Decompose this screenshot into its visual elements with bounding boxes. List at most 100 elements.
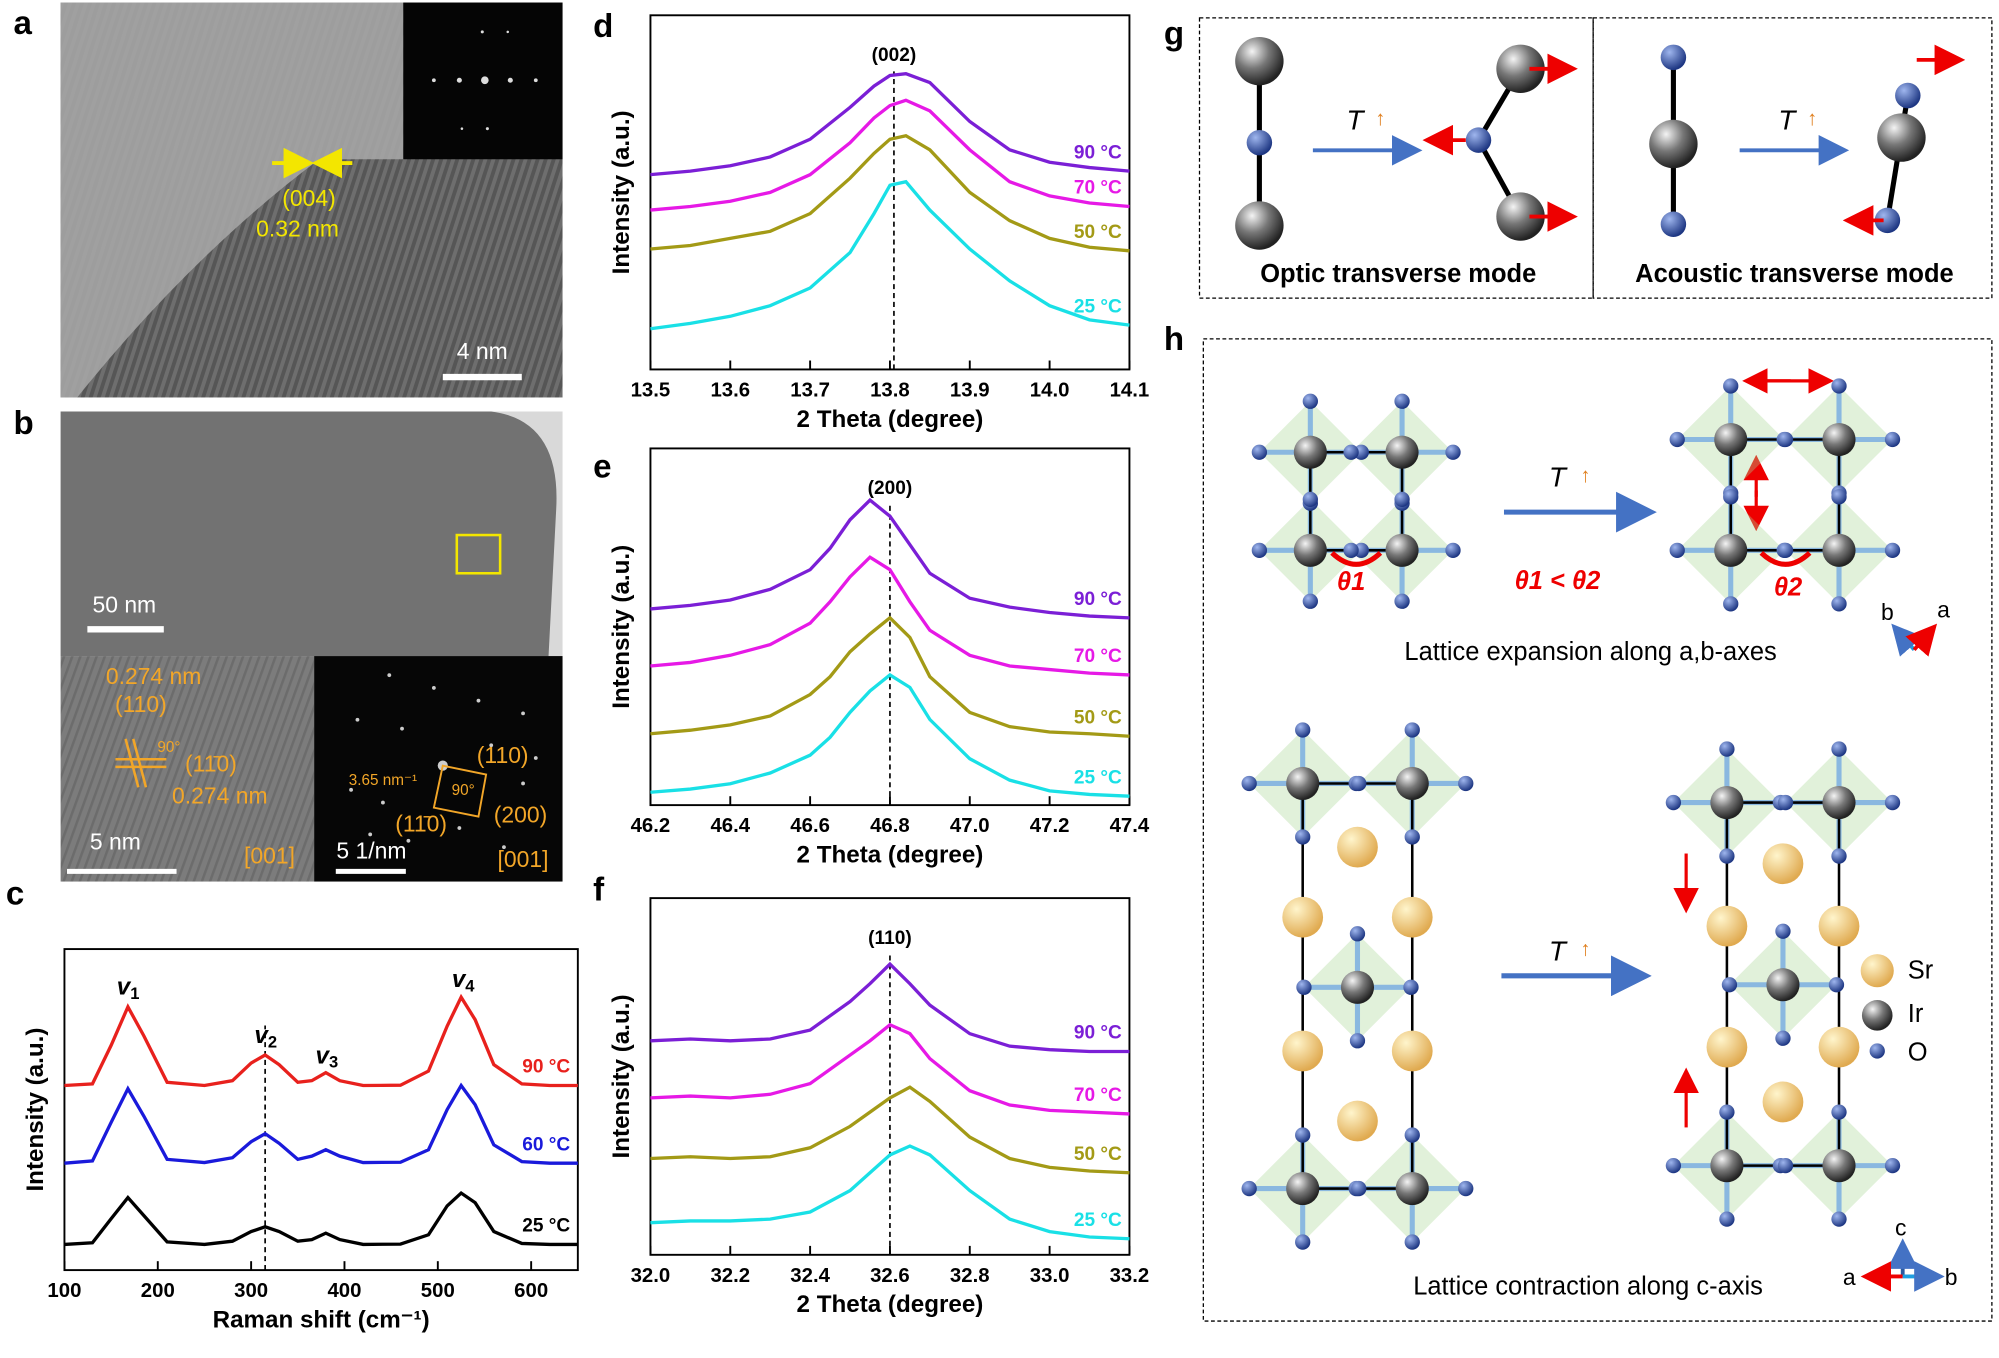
subscript: 2 bbox=[268, 1033, 277, 1052]
up-arrow: ↑ bbox=[1807, 108, 1817, 130]
ir-atom bbox=[1385, 533, 1419, 567]
o-atom bbox=[1884, 431, 1901, 448]
series-label: 50 °C bbox=[1074, 707, 1122, 728]
series-label: 25 °C bbox=[1074, 296, 1122, 317]
o-atom bbox=[1302, 593, 1318, 609]
t-label: T bbox=[1346, 105, 1365, 136]
ir-atom bbox=[1714, 422, 1748, 457]
x-tick-label: 46.8 bbox=[870, 815, 910, 837]
o-atom bbox=[1777, 542, 1794, 558]
o-atom bbox=[1241, 1180, 1257, 1197]
x-axis-label: 2 Theta (degree) bbox=[797, 841, 984, 868]
o-atom bbox=[1404, 829, 1420, 845]
o-atom bbox=[1665, 794, 1682, 811]
t-label: T bbox=[1549, 935, 1568, 966]
saed-spots bbox=[349, 673, 538, 850]
series-line bbox=[650, 179, 1130, 331]
x-tick-label: 13.9 bbox=[950, 379, 990, 401]
scale-label: 5 nm bbox=[90, 828, 141, 854]
plane-label: (110) bbox=[115, 691, 167, 717]
ir-atom bbox=[1710, 1149, 1744, 1183]
series-line bbox=[650, 497, 1130, 620]
series-label: 90 °C bbox=[1074, 1023, 1122, 1044]
o-atom bbox=[1831, 1211, 1847, 1227]
scale-label: 50 nm bbox=[92, 591, 156, 617]
up-arrow: ↑ bbox=[1580, 465, 1590, 487]
axis-label: a bbox=[1843, 1264, 1856, 1290]
series-label: 25 °C bbox=[1074, 1210, 1122, 1231]
up-arrow: ↑ bbox=[1375, 108, 1385, 130]
series-label: 70 °C bbox=[1074, 646, 1122, 667]
x-tick-label: 32.8 bbox=[950, 1265, 990, 1287]
ir-atom bbox=[1822, 1149, 1856, 1183]
spacing-label: 0.274 nm bbox=[106, 663, 202, 689]
series-label: 25 °C bbox=[1074, 767, 1122, 788]
x-tick-label: 13.8 bbox=[870, 379, 910, 401]
series-label: 50 °C bbox=[1074, 222, 1122, 243]
o-atom bbox=[1295, 829, 1311, 845]
x-tick-label: 400 bbox=[327, 1280, 361, 1302]
ir-atom bbox=[1286, 766, 1320, 801]
o-atom bbox=[1723, 596, 1739, 612]
series-line bbox=[650, 133, 1130, 253]
theta-relation: θ1 < θ2 bbox=[1515, 567, 1601, 595]
x-tick-label: 14.1 bbox=[1110, 379, 1150, 401]
o-atom bbox=[1884, 794, 1901, 811]
o-atom bbox=[1831, 1104, 1847, 1120]
amorphous-region bbox=[60, 2, 404, 398]
series-line bbox=[650, 98, 1130, 212]
scale-label: 5 1/nm bbox=[336, 837, 406, 863]
x-axis-label: 2 Theta (degree) bbox=[797, 406, 984, 433]
spot-label: (200) bbox=[494, 802, 548, 828]
o-atom bbox=[1665, 1157, 1682, 1174]
x-tick-label: 600 bbox=[514, 1280, 548, 1302]
panel-a-image: (004) 0.32 nm 4 nm bbox=[60, 2, 563, 398]
x-tick-label: 13.6 bbox=[710, 379, 750, 401]
ir-atom bbox=[1822, 422, 1856, 457]
o-atom bbox=[1349, 1033, 1366, 1049]
series-line bbox=[650, 961, 1130, 1054]
axis-label: c bbox=[1895, 1214, 1906, 1240]
o-atom bbox=[1777, 794, 1794, 811]
t-label: T bbox=[1778, 105, 1797, 136]
o-atom bbox=[1719, 741, 1735, 757]
box bbox=[1198, 17, 1594, 299]
subscript: 1 bbox=[130, 984, 139, 1003]
panel-label: f bbox=[593, 871, 605, 908]
sr-atom bbox=[1706, 1026, 1748, 1068]
sr-atom bbox=[1818, 905, 1860, 947]
spot-label: (110) bbox=[477, 742, 529, 768]
peak-annotation: v2 bbox=[254, 1022, 277, 1051]
y-axis-label: Intensity (a.u.) bbox=[608, 545, 635, 709]
o-atom bbox=[1295, 1234, 1311, 1250]
o-atom bbox=[1831, 741, 1847, 757]
legend-label: Ir bbox=[1908, 1000, 1924, 1028]
series-line bbox=[650, 672, 1130, 798]
symbol: v bbox=[316, 1043, 331, 1070]
sr-atom bbox=[1762, 1081, 1804, 1123]
o-atom bbox=[1241, 775, 1257, 792]
angle-arc bbox=[1759, 550, 1812, 567]
o-atom bbox=[1828, 977, 1845, 993]
ir-atom bbox=[1293, 435, 1327, 469]
ir-atom bbox=[1286, 1172, 1320, 1206]
legend-label: O bbox=[1908, 1038, 1928, 1066]
ir-atom bbox=[1340, 970, 1375, 1004]
zone-label: [001] bbox=[244, 842, 295, 868]
fft-spots bbox=[431, 30, 538, 131]
series-line bbox=[650, 72, 1130, 177]
o-atom bbox=[1775, 923, 1791, 939]
o-atom bbox=[1777, 431, 1794, 448]
strain-arrows bbox=[1673, 368, 1834, 1128]
legend-ir bbox=[1861, 1000, 1893, 1031]
plane-label: (11̄0) bbox=[185, 751, 237, 777]
subscript: 3 bbox=[329, 1053, 338, 1072]
x-tick-label: 32.6 bbox=[870, 1265, 910, 1287]
o-atom bbox=[1723, 378, 1739, 394]
y-axis-label: Intensity (a.u.) bbox=[608, 110, 635, 274]
plane-label: (004) bbox=[282, 185, 336, 211]
o-atom bbox=[1302, 393, 1318, 409]
x-tick-label: 32.0 bbox=[631, 1265, 671, 1287]
o-atom bbox=[1394, 491, 1410, 508]
